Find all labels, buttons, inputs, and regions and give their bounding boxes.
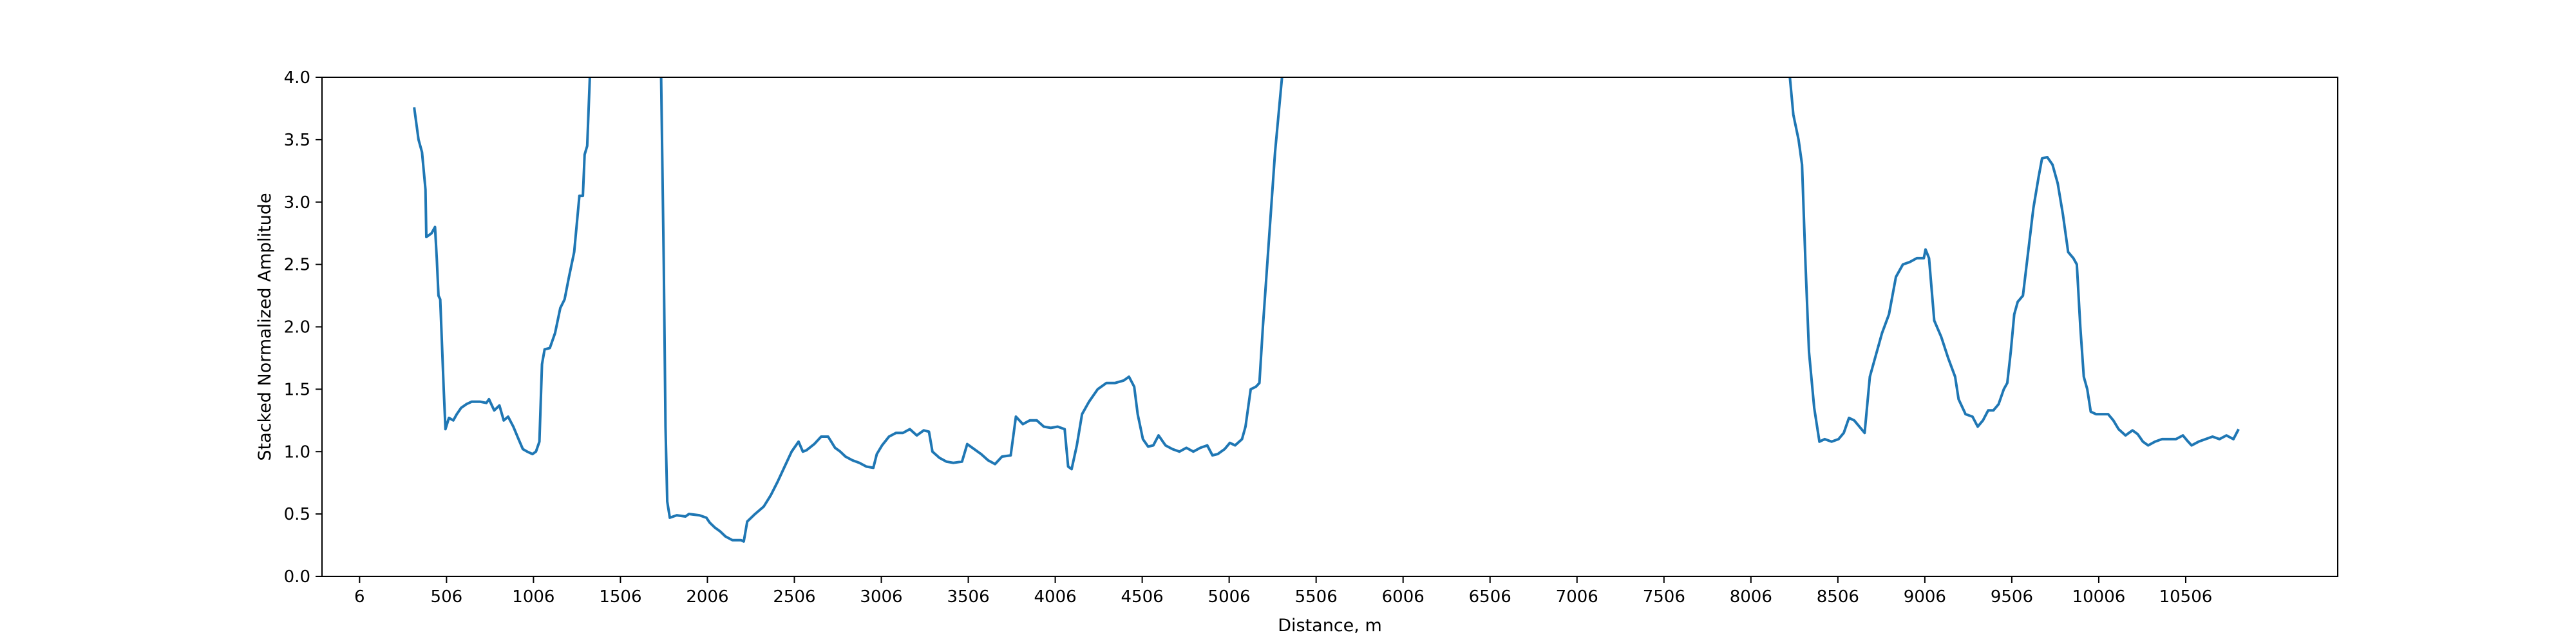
x-tick-label: 2006 — [686, 587, 728, 607]
y-tick-label: 0.0 — [284, 567, 310, 587]
x-tick-label: 2506 — [773, 587, 815, 607]
x-tick-label: 6506 — [1469, 587, 1511, 607]
x-tick-label: 7006 — [1556, 587, 1598, 607]
x-tick-label: 3006 — [860, 587, 902, 607]
x-tick-label: 7506 — [1643, 587, 1685, 607]
plot-layer — [413, 77, 2240, 543]
x-tick-label: 8006 — [1730, 587, 1772, 607]
x-tick-label: 8506 — [1817, 587, 1859, 607]
y-tick-label: 1.5 — [284, 380, 310, 399]
y-axis-label: Stacked Normalized Amplitude — [255, 193, 275, 460]
series-line-segment — [413, 77, 591, 456]
x-tick-label: 9006 — [1904, 587, 1946, 607]
x-tick-label: 506 — [431, 587, 463, 607]
x-tick-label: 9506 — [1991, 587, 2033, 607]
x-tick-label: 1006 — [512, 587, 554, 607]
y-tick-label: 3.0 — [284, 193, 310, 213]
y-tick-label: 3.5 — [284, 131, 310, 150]
y-tick-label: 0.5 — [284, 505, 310, 524]
x-tick-label: 5506 — [1295, 587, 1338, 607]
y-tick-label: 2.5 — [284, 256, 310, 275]
ticks-layer: 6 506 1006 1506 2006 2506 3006 3506 4006 4506 5006… — [284, 68, 2213, 607]
plot-frame — [321, 77, 2338, 577]
x-tick-label: 10006 — [2072, 587, 2126, 607]
x-tick-label: 1506 — [599, 587, 641, 607]
y-tick-label: 4.0 — [284, 68, 310, 88]
series-line-segment — [1788, 77, 2240, 447]
x-tick-label: 3506 — [947, 587, 989, 607]
x-tick-label: 10506 — [2159, 587, 2213, 607]
x-tick-label: 6 — [354, 587, 365, 607]
x-tick-label: 6006 — [1382, 587, 1425, 607]
x-axis-label: Distance, m — [1278, 616, 1382, 636]
series-line-segment — [659, 77, 1283, 543]
y-tick-label: 2.0 — [284, 318, 310, 337]
x-tick-label: 4506 — [1121, 587, 1164, 607]
y-tick-label: 1.0 — [284, 442, 310, 462]
x-tick-label: 4006 — [1034, 587, 1076, 607]
x-tick-label: 5006 — [1208, 587, 1251, 607]
